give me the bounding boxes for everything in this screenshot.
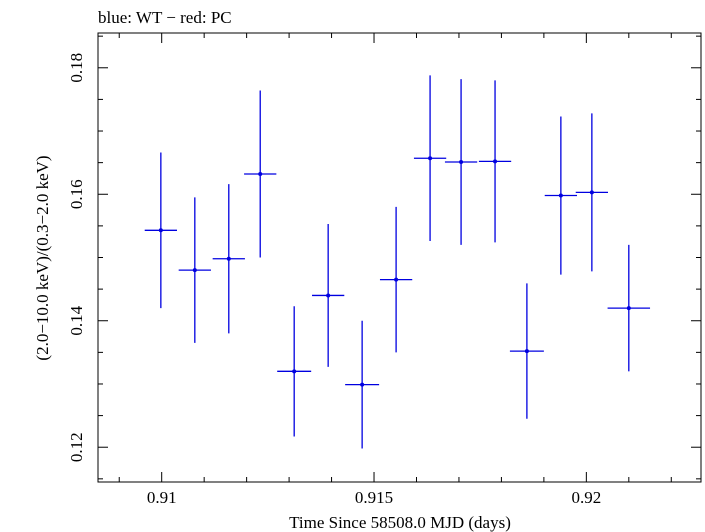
data-points — [144, 75, 651, 449]
chart-title: blue: WT − red: PC — [98, 8, 232, 27]
data-point — [444, 79, 478, 245]
data-point — [509, 283, 544, 419]
x-tick-label: 0.915 — [355, 488, 393, 507]
point-marker — [558, 193, 563, 198]
x-tick-label: 0.92 — [571, 488, 601, 507]
plot-frame — [97, 32, 702, 483]
y-tick-label: 0.12 — [67, 432, 86, 462]
data-point — [277, 306, 312, 437]
data-point — [575, 113, 609, 272]
data-point — [607, 244, 651, 372]
x-axis-label: Time Since 58508.0 MJD (days) — [289, 513, 511, 532]
data-point — [379, 206, 413, 353]
point-marker — [258, 172, 263, 177]
data-point — [413, 75, 447, 242]
point-marker — [493, 159, 498, 164]
point-marker — [428, 156, 433, 161]
y-axis-label: (2.0−10.0 keV)/(0.3−2.0 keV) — [33, 155, 52, 360]
data-point — [178, 197, 211, 343]
axis-tick-labels: 0.91 0.915 0.92 0.12 0.14 0.16 0.18 — [67, 53, 601, 507]
data-point — [144, 152, 177, 309]
point-marker — [360, 382, 365, 387]
point-marker — [589, 190, 594, 195]
data-point — [345, 320, 380, 449]
x-tick-label: 0.91 — [147, 488, 177, 507]
y-tick-label: 0.14 — [67, 305, 86, 335]
data-point — [312, 223, 345, 367]
point-marker — [524, 349, 529, 354]
data-point — [244, 90, 277, 258]
point-marker — [326, 293, 331, 298]
data-point — [478, 80, 512, 243]
y-tick-label: 0.18 — [67, 53, 86, 83]
axis-ticks — [98, 33, 701, 482]
y-tick-label: 0.16 — [67, 179, 86, 209]
point-marker — [394, 277, 399, 282]
point-marker — [158, 228, 163, 233]
data-point — [212, 184, 245, 334]
point-marker — [459, 160, 464, 165]
point-marker — [626, 306, 631, 311]
point-marker — [292, 369, 297, 374]
point-marker — [226, 256, 231, 261]
data-point — [544, 116, 578, 275]
point-marker — [192, 268, 197, 273]
